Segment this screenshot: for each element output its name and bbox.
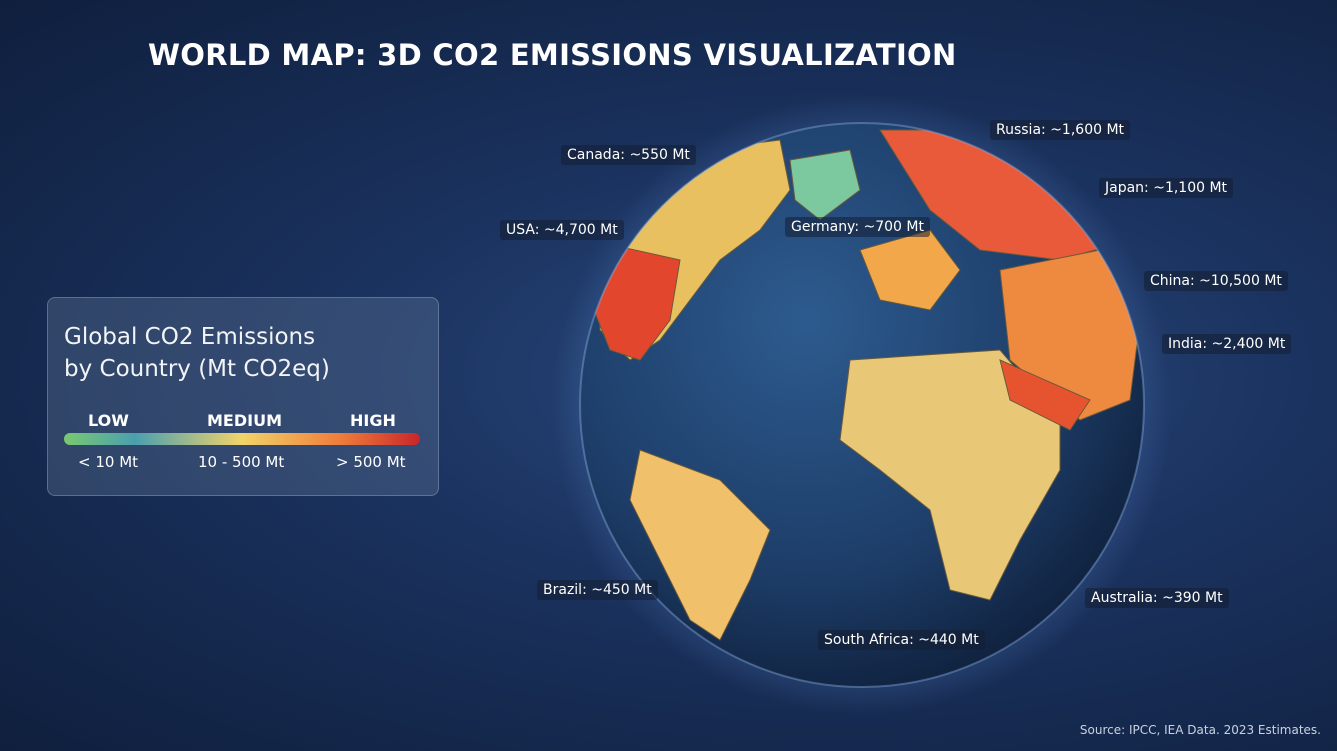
legend-title: by Country (Mt CO2eq)	[64, 356, 330, 382]
legend-range: < 10 Mt	[78, 453, 139, 471]
legend-range: > 500 Mt	[336, 453, 406, 471]
legend-level: LOW	[88, 411, 129, 430]
globe-rim	[579, 122, 1145, 688]
country-label: Russia: ~1,600 Mt	[990, 120, 1131, 140]
country-label: Australia: ~390 Mt	[1085, 588, 1229, 608]
legend-level: MEDIUM	[207, 411, 282, 430]
legend-gradient	[64, 433, 420, 445]
legend: Global CO2 Emissions by Country (Mt CO2e…	[47, 297, 439, 496]
source: Source: IPCC, IEA Data. 2023 Estimates.	[1079, 723, 1321, 737]
country-label: South Africa: ~440 Mt	[818, 630, 985, 650]
middle-east	[999, 359, 1091, 431]
greenland	[789, 149, 861, 221]
country-label: USA: ~4,700 Mt	[500, 220, 624, 240]
title: WORLD MAP: 3D CO2 EMISSIONS VISUALIZATIO…	[148, 38, 957, 72]
country-label: Japan: ~1,100 Mt	[1099, 178, 1234, 198]
legend-range: 10 - 500 Mt	[198, 453, 285, 471]
country-label: Canada: ~550 Mt	[561, 145, 696, 165]
legend-title: Global CO2 Emissions	[64, 324, 316, 350]
country-label: China: ~10,500 Mt	[1144, 271, 1288, 291]
continents	[589, 129, 1141, 641]
country-label: Brazil: ~450 Mt	[537, 580, 658, 600]
legend-level: HIGH	[350, 411, 396, 430]
south-america	[629, 449, 771, 641]
country-label: Germany: ~700 Mt	[785, 217, 930, 237]
country-label: India: ~2,400 Mt	[1162, 334, 1292, 354]
